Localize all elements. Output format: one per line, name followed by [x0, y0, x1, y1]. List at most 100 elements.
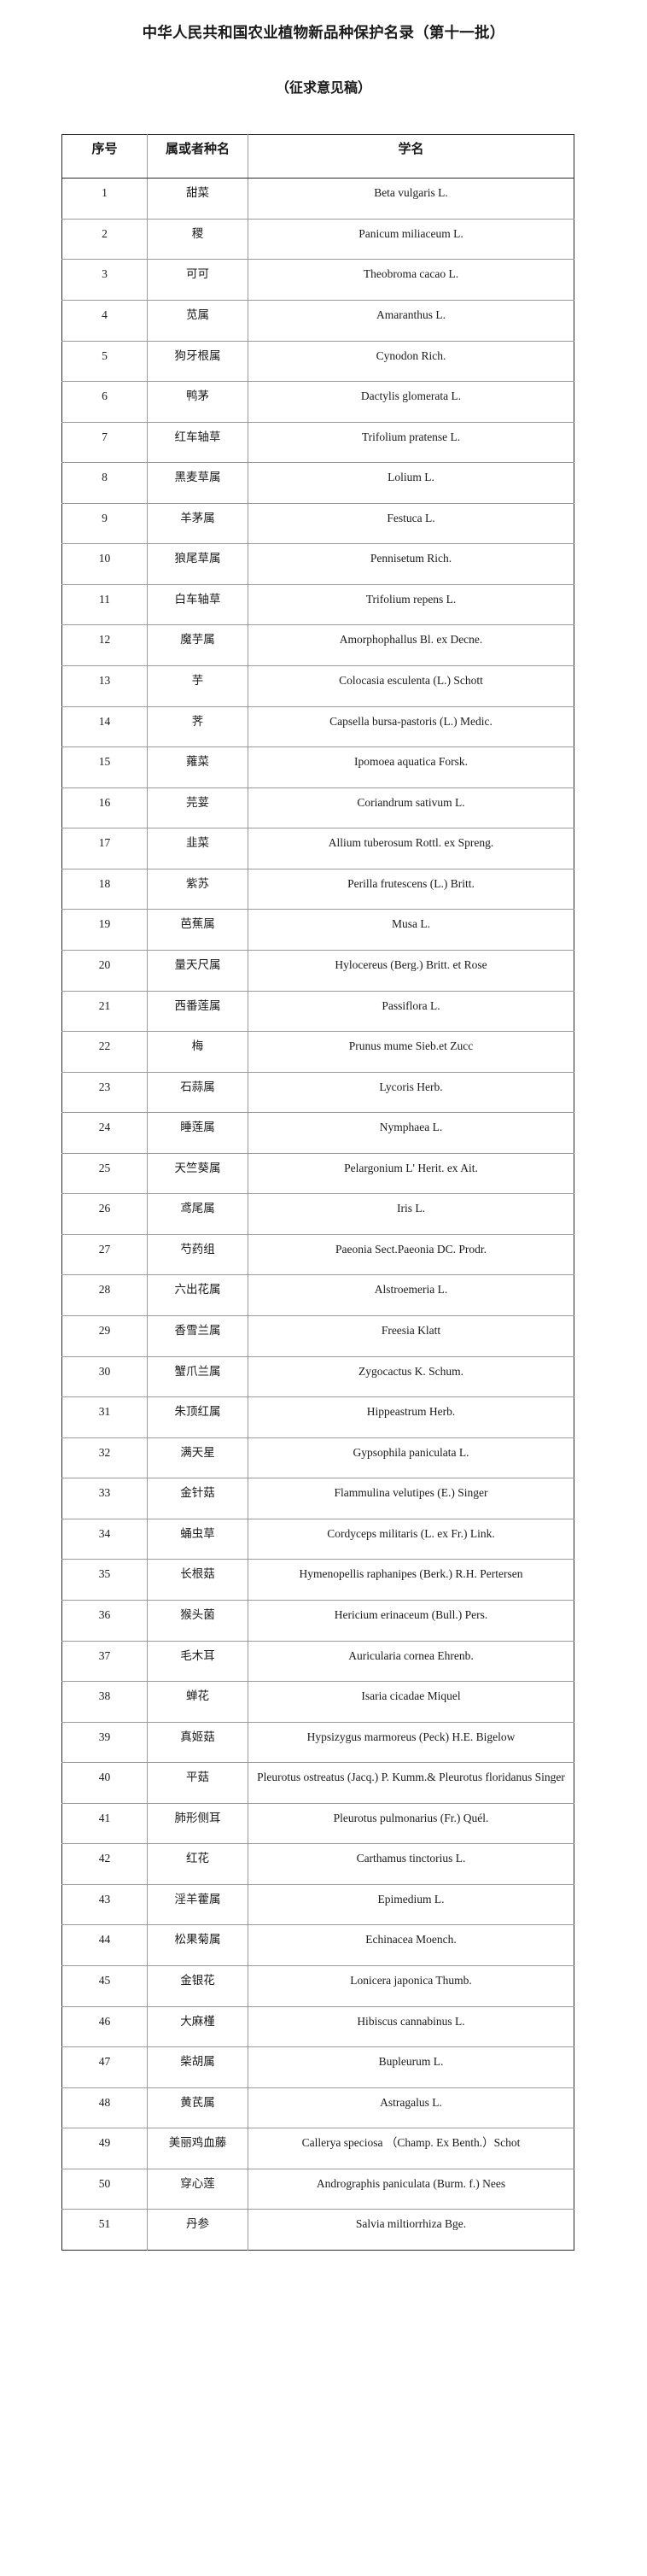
cell-index: 3 [61, 259, 148, 301]
table-row: 42 红花 Carthamus tinctorius L. [61, 1843, 574, 1885]
cell-latin-name: Beta vulgaris L. [248, 178, 574, 220]
cell-latin-name: Trifolium repens L. [248, 584, 574, 626]
table-row: 14 荠 Capsella bursa-pastoris (L.) Medic. [61, 706, 574, 748]
cell-index: 20 [61, 950, 148, 992]
cell-latin-name: Alstroemeria L. [248, 1274, 574, 1316]
cell-latin-name: Amaranthus L. [248, 300, 574, 342]
table-row: 39 真姬菇 Hypsizygus marmoreus (Peck) H.E. Bi… [61, 1722, 574, 1764]
cell-species-name: 真姬菇 [147, 1722, 248, 1764]
cell-index: 48 [61, 2087, 148, 2129]
cell-species-name: 长根菇 [147, 1559, 248, 1601]
cell-latin-name: Flammulina velutipes (E.) Singer [248, 1478, 574, 1519]
cell-index: 28 [61, 1274, 148, 1316]
cell-species-name: 毛木耳 [147, 1641, 248, 1683]
cell-species-name: 西番莲属 [147, 991, 248, 1033]
cell-species-name: 狗牙根属 [147, 341, 248, 383]
cell-index: 34 [61, 1519, 148, 1560]
cell-index: 16 [61, 787, 148, 829]
cell-latin-name: Echinacea Moench. [248, 1924, 574, 1966]
cell-species-name: 六出花属 [147, 1274, 248, 1316]
cell-index: 10 [61, 543, 148, 585]
cell-latin-name: Allium tuberosum Rottl. ex Spreng. [248, 828, 574, 869]
page-title: 中华人民共和国农业植物新品种保护名录（第十一批） [142, 24, 505, 41]
cell-species-name: 香雪兰属 [147, 1315, 248, 1357]
table-row: 13 芋 Colocasia esculenta (L.) Schott [61, 665, 574, 707]
cell-latin-name: Pleurotus ostreatus (Jacq.) P. Kumm.& Pl… [248, 1762, 574, 1804]
cell-latin-name: Astragalus L. [248, 2087, 574, 2129]
cell-index: 29 [61, 1315, 148, 1357]
cell-species-name: 金针菇 [147, 1478, 248, 1519]
table-row: 8 黑麦草属 Lolium L. [61, 462, 574, 504]
table-row: 27 芍药组 Paeonia Sect.Paeonia DC. Prodr. [61, 1234, 574, 1276]
table-row: 29 香雪兰属 Freesia Klatt [61, 1315, 574, 1357]
table-header: 序号 属或者种名 学名 [61, 134, 574, 179]
cell-species-name: 松果菊属 [147, 1924, 248, 1966]
cell-latin-name: Passiflora L. [248, 991, 574, 1033]
cell-latin-name: Lolium L. [248, 462, 574, 504]
table-row: 21 西番莲属 Passiflora L. [61, 991, 574, 1033]
table-row: 30 蟹爪兰属 Zygocactus K. Schum. [61, 1356, 574, 1398]
cell-species-name: 芍药组 [147, 1234, 248, 1276]
cell-latin-name: Freesia Klatt [248, 1315, 574, 1357]
cell-species-name: 天竺葵属 [147, 1153, 248, 1195]
cell-species-name: 睡莲属 [147, 1112, 248, 1154]
table-row: 15 蕹菜 Ipomoea aquatica Forsk. [61, 746, 574, 788]
cell-index: 5 [61, 341, 148, 383]
cell-species-name: 魔芋属 [147, 624, 248, 666]
cell-species-name: 鸢尾属 [147, 1193, 248, 1235]
cell-species-name: 柴胡属 [147, 2046, 248, 2088]
cell-index: 8 [61, 462, 148, 504]
cell-index: 24 [61, 1112, 148, 1154]
cell-latin-name: Trifolium pratense L. [248, 422, 574, 464]
cell-species-name: 韭菜 [147, 828, 248, 869]
table-header-row: 序号 属或者种名 学名 [61, 134, 574, 179]
cell-latin-name: Ipomoea aquatica Forsk. [248, 746, 574, 788]
table-row: 44 松果菊属 Echinacea Moench. [61, 1924, 574, 1966]
cell-latin-name: Iris L. [248, 1193, 574, 1235]
cell-index: 6 [61, 381, 148, 423]
cell-species-name: 淫羊藿属 [147, 1884, 248, 1926]
cell-latin-name: Hylocereus (Berg.) Britt. et Rose [248, 950, 574, 992]
table-row: 51 丹参 Salvia miltiorrhiza Bge. [61, 2209, 574, 2251]
cell-latin-name: Pleurotus pulmonarius (Fr.) Quél. [248, 1803, 574, 1845]
cell-latin-name: Hibiscus cannabinus L. [248, 2006, 574, 2048]
cell-species-name: 苋属 [147, 300, 248, 342]
table-row: 16 芫荽 Coriandrum sativum L. [61, 787, 574, 829]
cell-latin-name: Callerya speciosa （Champ. Ex Benth.）Scho… [248, 2128, 574, 2169]
cell-index: 49 [61, 2128, 148, 2169]
cell-species-name: 量天尺属 [147, 950, 248, 992]
cell-index: 43 [61, 1884, 148, 1926]
cell-species-name: 黄芪属 [147, 2087, 248, 2129]
cell-latin-name: Festuca L. [248, 503, 574, 545]
cell-index: 39 [61, 1722, 148, 1764]
cell-index: 33 [61, 1478, 148, 1519]
cell-species-name: 穿心莲 [147, 2169, 248, 2210]
table-row: 45 金银花 Lonicera japonica Thumb. [61, 1965, 574, 2007]
cell-latin-name: Epimedium L. [248, 1884, 574, 1926]
cell-species-name: 甜菜 [147, 178, 248, 220]
table-row: 46 大麻槿 Hibiscus cannabinus L. [61, 2006, 574, 2048]
table-row: 11 白车轴草 Trifolium repens L. [61, 584, 574, 626]
cell-latin-name: Theobroma cacao L. [248, 259, 574, 301]
table-row: 4 苋属 Amaranthus L. [61, 300, 574, 342]
cell-latin-name: Salvia miltiorrhiza Bge. [248, 2209, 574, 2251]
table-row: 2 稷 Panicum miliaceum L. [61, 219, 574, 261]
cell-latin-name: Hypsizygus marmoreus (Peck) H.E. Bigelow [248, 1722, 574, 1764]
table-row: 49 美丽鸡血藤 Callerya speciosa （Champ. Ex Bent… [61, 2128, 574, 2169]
cell-latin-name: Cordyceps militaris (L. ex Fr.) Link. [248, 1519, 574, 1560]
cell-index: 46 [61, 2006, 148, 2048]
cell-species-name: 狼尾草属 [147, 543, 248, 585]
cell-index: 37 [61, 1641, 148, 1683]
cell-species-name: 蟹爪兰属 [147, 1356, 248, 1398]
cell-latin-name: Pennisetum Rich. [248, 543, 574, 585]
table-row: 6 鸭茅 Dactylis glomerata L. [61, 381, 574, 423]
table-row: 10 狼尾草属 Pennisetum Rich. [61, 543, 574, 585]
cell-index: 7 [61, 422, 148, 464]
cell-species-name: 石蒜属 [147, 1072, 248, 1114]
cell-species-name: 稷 [147, 219, 248, 261]
cell-latin-name: Lonicera japonica Thumb. [248, 1965, 574, 2007]
table-row: 48 黄芪属 Astragalus L. [61, 2087, 574, 2129]
cell-species-name: 猴头菌 [147, 1600, 248, 1642]
table-row: 24 睡莲属 Nymphaea L. [61, 1112, 574, 1154]
cell-species-name: 大麻槿 [147, 2006, 248, 2048]
